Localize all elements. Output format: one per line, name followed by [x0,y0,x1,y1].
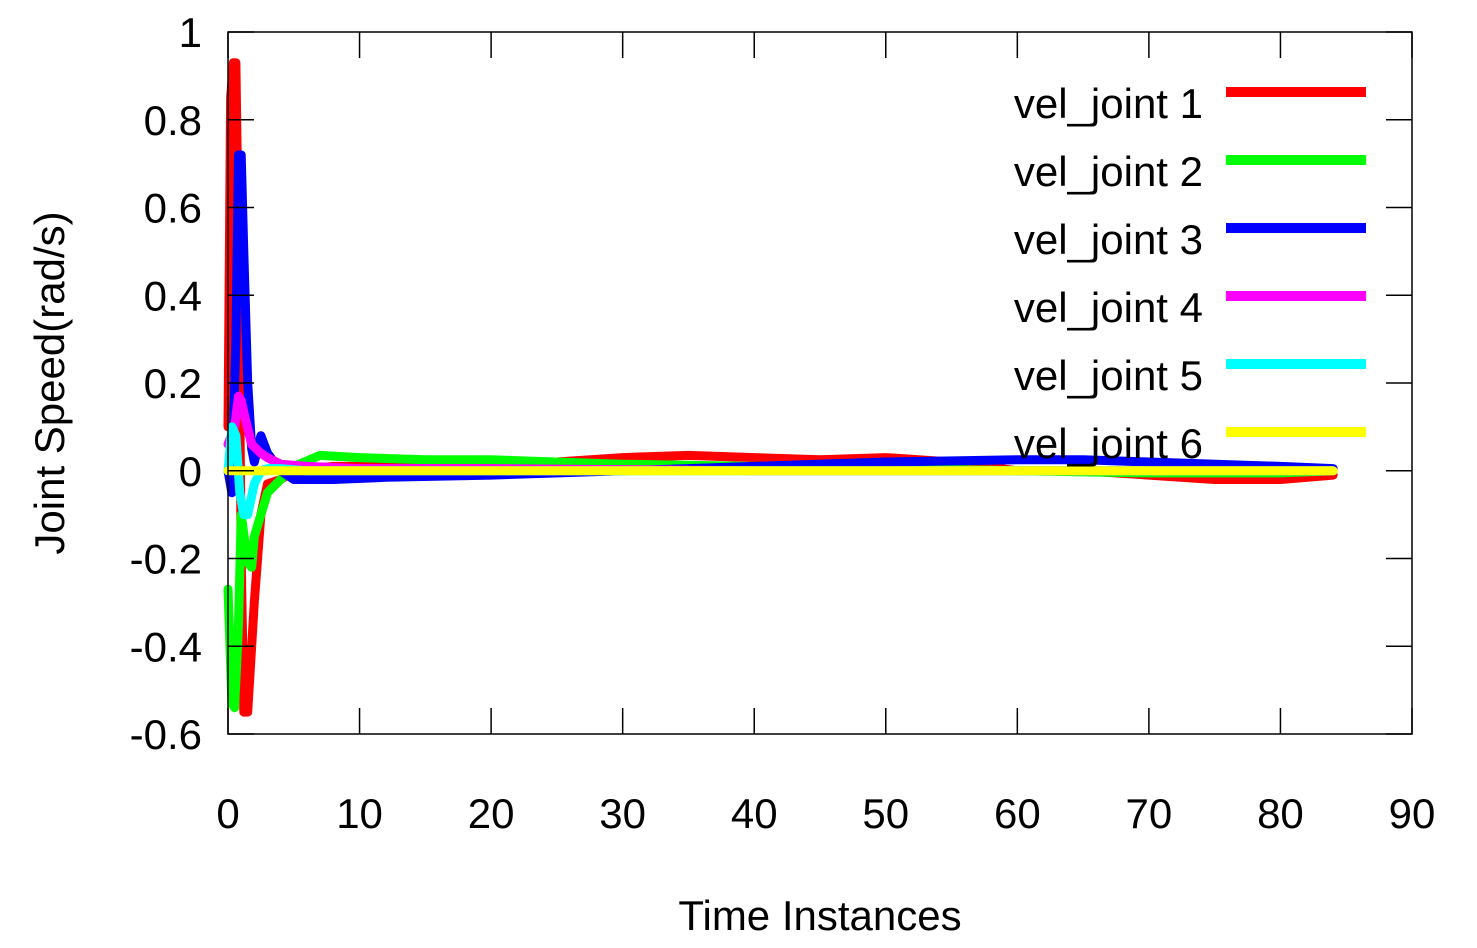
legend-label-2: vel_joint 2 [1014,148,1203,195]
x-tick-label: 80 [1257,790,1304,837]
x-axis-title: Time Instances [678,892,961,939]
y-tick-label: 0.6 [144,185,202,232]
series-layer [223,58,1338,717]
legend-label-1: vel_joint 1 [1014,80,1203,127]
y-tick-label: 0.4 [144,272,202,319]
legend-label-6: vel_joint 6 [1014,420,1203,467]
x-tick-label: 60 [994,790,1041,837]
x-tick-label: 20 [468,790,515,837]
x-tick-label: 10 [336,790,383,837]
plot-frame [227,31,1413,735]
y-tick-label: 0 [179,448,202,495]
x-tick-label: 40 [731,790,778,837]
legend-label-5: vel_joint 5 [1014,352,1203,399]
legend-label-3: vel_joint 3 [1014,216,1203,263]
y-tick-label: 0.2 [144,360,202,407]
x-tick-label: 30 [599,790,646,837]
y-axis-title: Joint Speed(rad/s) [26,211,73,554]
x-tick-label: 50 [862,790,909,837]
y-tick-label: 0.8 [144,97,202,144]
x-tick-label: 0 [216,790,239,837]
legend: vel_joint 1 vel_joint 2 vel_joint 3 vel_joi… [1014,80,1366,467]
series-line-2 [223,450,1338,713]
y-tick-label: -0.6 [130,711,202,758]
legend-label-4: vel_joint 4 [1014,284,1203,331]
y-tick-label: -0.4 [130,623,202,670]
y-tick-label: 1 [179,9,202,56]
x-tick-label: 90 [1389,790,1436,837]
ticks-layer: 0 10 20 30 40 50 60 70 80 90 -0.6 -0.4 -0.2 0 0.2 0.4 0.… [130,9,1436,837]
y-tick-label: -0.2 [130,536,202,583]
x-tick-label: 70 [1126,790,1173,837]
